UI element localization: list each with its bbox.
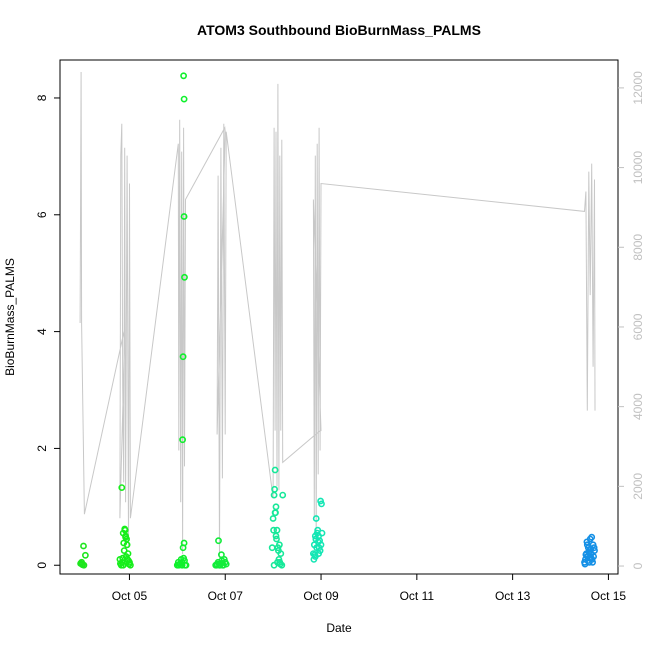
data-point	[270, 561, 278, 569]
data-point	[583, 541, 591, 549]
y2-tick-label: 0	[631, 562, 645, 569]
data-point	[125, 557, 132, 564]
y-tick-label: 0	[35, 562, 49, 569]
data-point	[181, 273, 188, 281]
data-point	[271, 466, 279, 474]
data-point	[271, 509, 279, 517]
data-point	[120, 547, 128, 554]
data-point	[217, 551, 225, 559]
data-point	[118, 484, 126, 491]
data-point	[273, 535, 280, 543]
data-point	[80, 561, 88, 569]
x-tick-label: Oct 11	[400, 589, 435, 603]
data-point	[213, 561, 220, 569]
data-point	[312, 515, 320, 522]
data-point	[269, 515, 277, 522]
y-axis: 0 2 4 6 8	[35, 94, 60, 569]
data-point	[80, 542, 87, 550]
data-point	[587, 554, 595, 562]
y2-tick-label: 12000	[631, 71, 645, 105]
data-point	[583, 538, 591, 546]
data-point	[590, 544, 598, 552]
data-point	[82, 551, 89, 559]
x-tick-label: Oct 13	[495, 589, 531, 603]
data-point	[318, 500, 325, 508]
x-tick-label: Oct 07	[208, 589, 244, 603]
data-point	[180, 213, 188, 220]
y2-tick-label: 10000	[631, 151, 645, 185]
data-point	[180, 72, 187, 80]
data-point	[270, 491, 278, 499]
data-point	[588, 533, 596, 541]
y2-tick-label: 4000	[631, 393, 645, 420]
y2-tick-label: 6000	[631, 313, 645, 340]
y2-tick-label: 8000	[631, 234, 645, 261]
data-point	[271, 485, 278, 493]
x-axis-label: Date	[326, 621, 352, 635]
x-axis: Oct 05 Oct 07 Oct 09 Oct 11 Oct 13 Oct 15	[112, 574, 627, 603]
data-point	[182, 561, 190, 569]
data-point	[220, 556, 228, 563]
data-point	[272, 503, 280, 511]
data-point	[122, 533, 129, 541]
chart-title: ATOM3 Southbound BioBurnMass_PALMS	[197, 22, 481, 38]
x-tick-label: Oct 05	[112, 589, 148, 603]
data-point	[315, 532, 322, 540]
altitude-line	[79, 71, 596, 559]
data-point	[313, 544, 321, 552]
data-point	[275, 541, 283, 549]
x-tick-label: Oct 15	[591, 589, 627, 603]
y-tick-label: 6	[35, 211, 49, 218]
data-point	[179, 436, 186, 444]
data-point	[179, 353, 187, 361]
altitude-layer	[79, 71, 596, 559]
y-tick-label: 4	[35, 328, 49, 335]
data-point	[121, 526, 129, 534]
data-point	[311, 553, 319, 560]
data-point	[216, 561, 224, 569]
x-tick-label: Oct 09	[303, 589, 339, 603]
data-point	[270, 526, 277, 534]
data-point	[215, 537, 222, 545]
plot-frame	[59, 59, 619, 575]
data-point	[273, 526, 281, 534]
y2-tick-label: 2000	[631, 473, 645, 500]
y-axis-label: BioBurnMass_PALMS	[3, 258, 17, 376]
data-point	[180, 539, 188, 547]
points-layer	[77, 72, 598, 569]
data-point	[276, 560, 284, 568]
data-point	[268, 544, 276, 552]
data-point	[279, 491, 287, 499]
y-tick-label: 2	[35, 445, 49, 452]
data-point	[591, 547, 598, 554]
data-point	[175, 561, 183, 569]
data-point	[119, 561, 127, 569]
data-point	[180, 95, 188, 103]
y2-axis: 0 2000 4000 6000 8000 10000 12000	[618, 71, 645, 569]
data-point	[219, 561, 227, 569]
y-tick-label: 8	[35, 94, 49, 101]
